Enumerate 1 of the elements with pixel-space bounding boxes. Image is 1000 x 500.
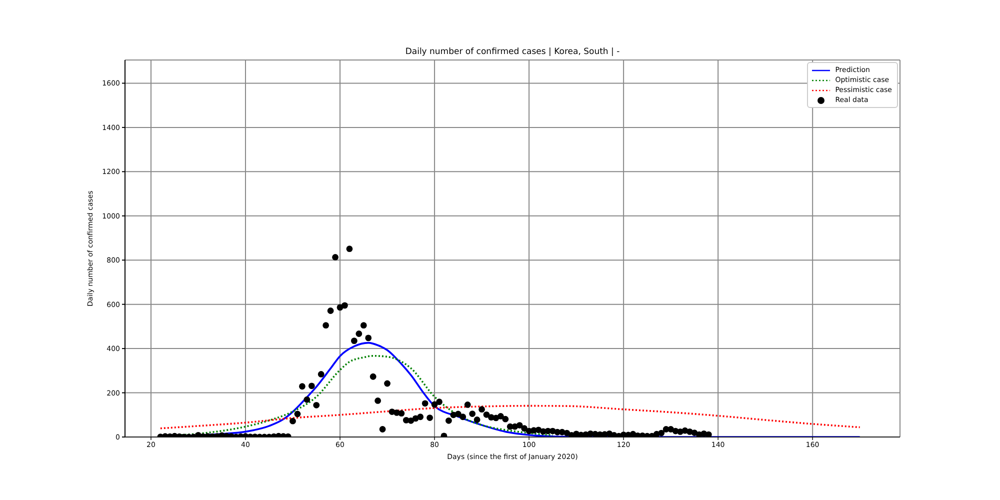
chart-title: Daily number of confirmed cases | Korea, South | - [404, 47, 621, 57]
